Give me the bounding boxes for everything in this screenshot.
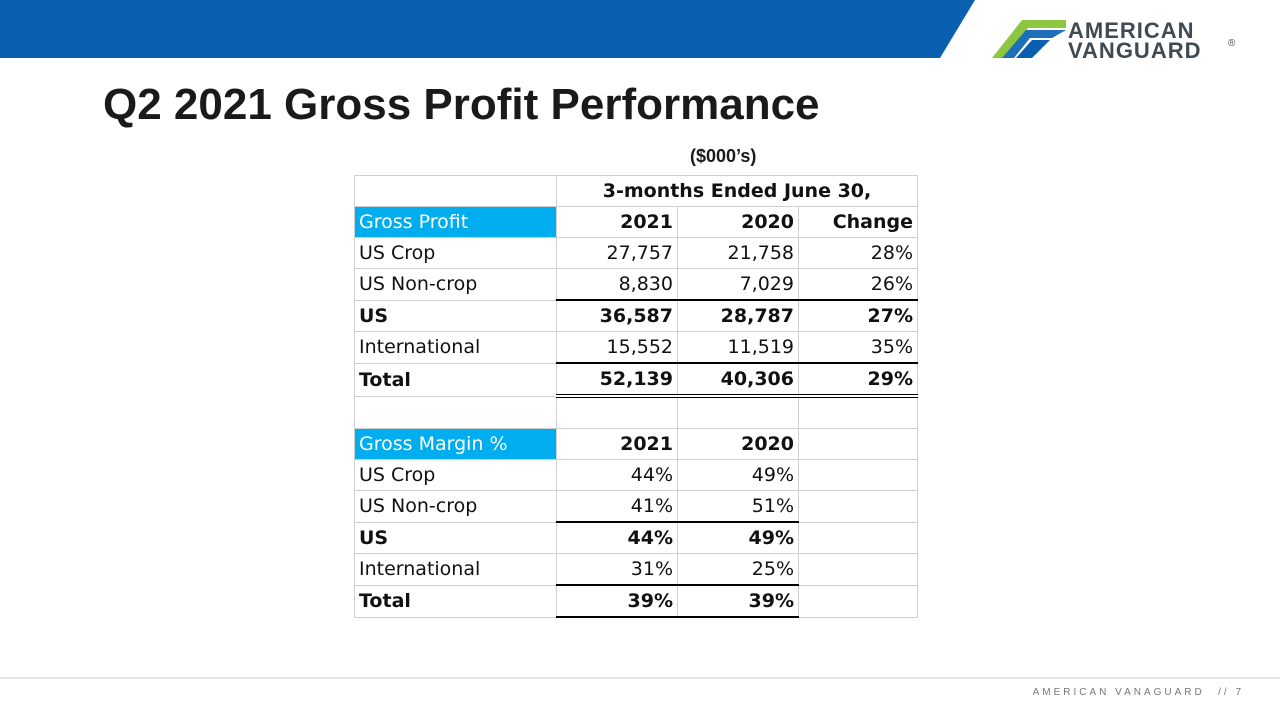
table-row: US Crop 27,757 21,758 28% bbox=[354, 237, 918, 269]
footer-divider bbox=[0, 677, 1280, 679]
value-2021: 31% bbox=[556, 553, 678, 586]
value-2020: 7,029 bbox=[677, 268, 799, 301]
value-change: 26% bbox=[798, 268, 918, 301]
value-2021: 52,139 bbox=[556, 362, 678, 398]
row-label: US bbox=[354, 521, 557, 554]
gross-margin-header-row: Gross Margin % 2021 2020 bbox=[354, 428, 918, 460]
column-header: 2021 bbox=[556, 428, 678, 460]
value-2021: 15,552 bbox=[556, 331, 678, 364]
value-2021: 27,757 bbox=[556, 237, 678, 269]
row-label: US Non-crop bbox=[354, 490, 557, 523]
registered-mark: ® bbox=[1228, 38, 1236, 49]
empty-cell bbox=[677, 395, 799, 429]
gross-profit-section-label: Gross Profit bbox=[354, 206, 557, 238]
empty-cell bbox=[798, 428, 918, 460]
vanguard-chevron-logo-icon bbox=[992, 20, 1066, 58]
gross-profit-header-row: Gross Profit 2021 2020 Change bbox=[354, 206, 918, 238]
column-header: 2020 bbox=[677, 206, 799, 238]
gross-profit-table: 3-months Ended June 30, Gross Profit 202… bbox=[354, 175, 918, 618]
table-row: US Non-crop 41% 51% bbox=[354, 490, 918, 523]
period-header-row: 3-months Ended June 30, bbox=[354, 175, 918, 207]
value-2021: 8,830 bbox=[556, 268, 678, 301]
value-2021: 44% bbox=[556, 459, 678, 491]
value-change: 29% bbox=[798, 362, 918, 398]
empty-cell bbox=[798, 459, 918, 491]
logo-text-line1: AMERICAN bbox=[1068, 18, 1195, 43]
spacer-row bbox=[354, 395, 918, 429]
empty-cell bbox=[354, 395, 557, 429]
table-row: US 44% 49% bbox=[354, 521, 918, 554]
value-2020: 25% bbox=[677, 553, 799, 586]
page-title: Q2 2021 Gross Profit Performance bbox=[103, 80, 820, 129]
table-row: US Non-crop 8,830 7,029 26% bbox=[354, 268, 918, 301]
row-label: International bbox=[354, 331, 557, 364]
logo-text-line2: VANGUARD bbox=[1068, 38, 1202, 63]
row-label: US Crop bbox=[354, 237, 557, 269]
value-change: 35% bbox=[798, 331, 918, 364]
empty-cell bbox=[798, 395, 918, 429]
column-header: 2020 bbox=[677, 428, 799, 460]
row-label: International bbox=[354, 553, 557, 586]
value-2020: 51% bbox=[677, 490, 799, 523]
column-header: 2021 bbox=[556, 206, 678, 238]
row-label: Total bbox=[354, 362, 557, 397]
table-row: International 15,552 11,519 35% bbox=[354, 331, 918, 364]
gross-margin-section-label: Gross Margin % bbox=[354, 428, 557, 460]
footer-separator: // bbox=[1218, 687, 1230, 698]
table-row-total: Total 39% 39% bbox=[354, 584, 918, 618]
row-label: US bbox=[354, 299, 557, 332]
value-2020: 40,306 bbox=[677, 362, 799, 398]
empty-cell bbox=[798, 553, 918, 586]
footer: AMERICAN VANAGUARD // 7 bbox=[1033, 687, 1244, 698]
value-2021: 44% bbox=[556, 521, 678, 554]
value-2021: 41% bbox=[556, 490, 678, 523]
row-label: Total bbox=[354, 584, 557, 618]
top-banner bbox=[0, 0, 975, 58]
column-header: Change bbox=[798, 206, 918, 238]
empty-cell bbox=[798, 584, 918, 618]
table-row: International 31% 25% bbox=[354, 553, 918, 586]
value-2020: 49% bbox=[677, 459, 799, 491]
value-2020: 49% bbox=[677, 521, 799, 554]
row-label: US Non-crop bbox=[354, 268, 557, 301]
table-row-total: Total 52,139 40,306 29% bbox=[354, 362, 918, 398]
empty-cell bbox=[798, 490, 918, 523]
table-row: US Crop 44% 49% bbox=[354, 459, 918, 491]
value-2020: 21,758 bbox=[677, 237, 799, 269]
value-2021: 39% bbox=[556, 584, 678, 618]
value-2020: 28,787 bbox=[677, 299, 799, 332]
units-label: ($000’s) bbox=[690, 146, 757, 166]
value-change: 28% bbox=[798, 237, 918, 269]
page-number: 7 bbox=[1235, 687, 1244, 698]
company-logo: AMERICAN VANGUARD ® bbox=[992, 16, 1252, 62]
empty-cell bbox=[354, 175, 557, 207]
value-2020: 39% bbox=[677, 584, 799, 618]
empty-cell bbox=[556, 395, 678, 429]
footer-company: AMERICAN VANAGUARD bbox=[1032, 687, 1205, 698]
row-label: US Crop bbox=[354, 459, 557, 491]
value-2020: 11,519 bbox=[677, 331, 799, 364]
period-header: 3-months Ended June 30, bbox=[556, 175, 918, 207]
empty-cell bbox=[798, 521, 918, 554]
value-2021: 36,587 bbox=[556, 299, 678, 332]
table-row: US 36,587 28,787 27% bbox=[354, 299, 918, 332]
value-change: 27% bbox=[798, 299, 918, 332]
